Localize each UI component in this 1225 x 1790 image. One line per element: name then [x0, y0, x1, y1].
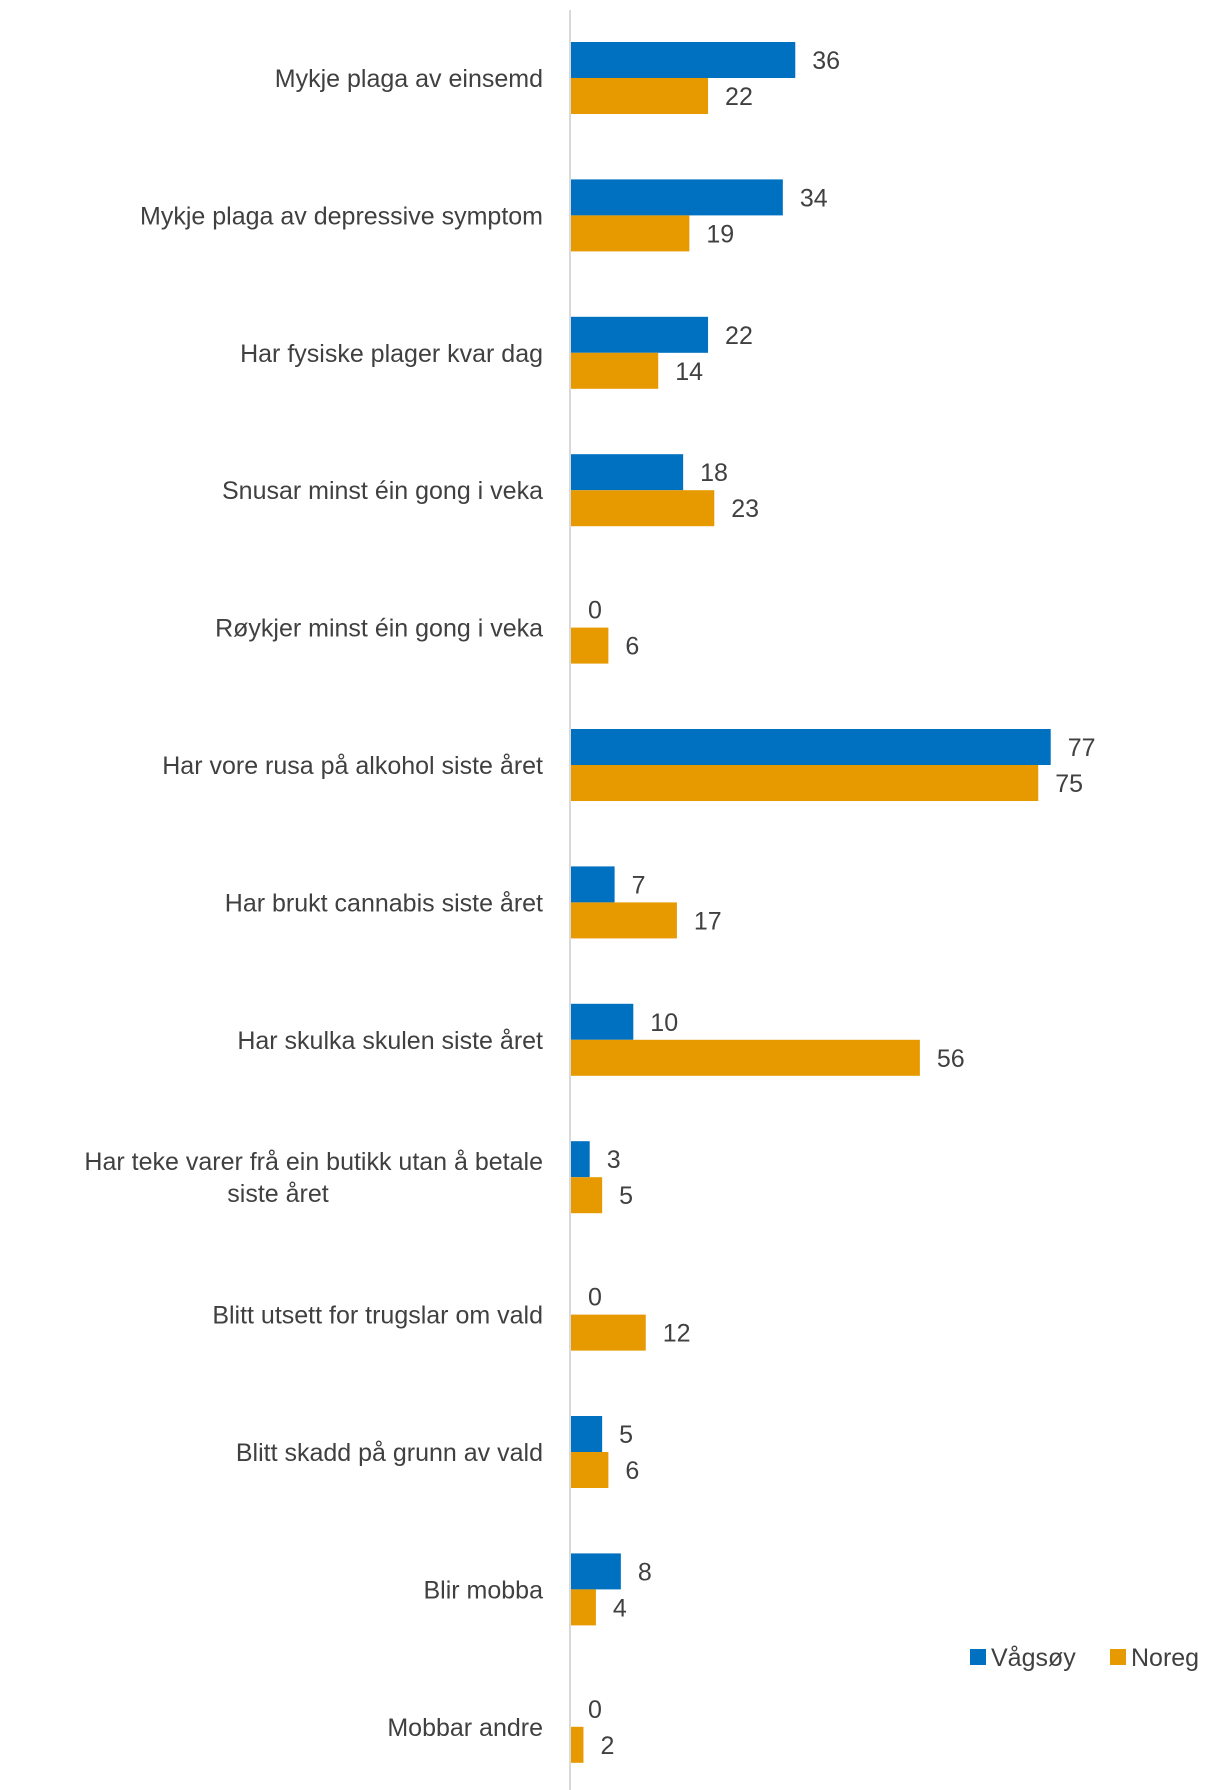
data-label: 5	[619, 1421, 633, 1449]
bar-noreg	[571, 765, 1039, 801]
category-label-line: Blitt skadd på grunn av vald	[236, 1439, 543, 1467]
bar-vagsoy	[571, 179, 783, 216]
category-label-line: Mykje plaga av einsemd	[275, 65, 543, 93]
bar-noreg	[571, 352, 659, 389]
data-label: 0	[588, 1696, 602, 1724]
legend-label: Noreg	[1131, 1644, 1199, 1672]
category-label: Mobbar andre	[387, 1714, 543, 1742]
bar-noreg	[571, 78, 709, 114]
bar-noreg	[571, 1452, 609, 1488]
data-label: 7	[632, 871, 646, 899]
data-label: 2	[600, 1732, 614, 1760]
category-label-line: Har fysiske plager kvar dag	[240, 340, 543, 368]
bar-vagsoy	[571, 42, 796, 78]
bar-noreg	[571, 215, 690, 252]
data-label: 6	[625, 1457, 639, 1485]
bar-vagsoy	[571, 1416, 603, 1452]
bar-noreg	[571, 627, 609, 664]
legend-swatch	[970, 1649, 986, 1665]
category-label: Har vore rusa på alkohol siste året	[162, 752, 543, 780]
category-label-line: Blir mobba	[424, 1576, 544, 1604]
bar-noreg	[571, 1314, 646, 1351]
bar-vagsoy	[571, 1141, 590, 1178]
bar-vagsoy	[571, 316, 709, 353]
data-label: 22	[725, 322, 753, 350]
bar-noreg	[571, 1726, 584, 1763]
category-label-line: Mobbar andre	[387, 1714, 543, 1742]
category-label-line: Har brukt cannabis siste året	[225, 889, 543, 917]
legend-label: Vågsøy	[991, 1644, 1076, 1672]
category-label: Har fysiske plager kvar dag	[240, 340, 543, 368]
data-label: 3	[607, 1146, 621, 1174]
data-label: 36	[812, 47, 840, 75]
category-label-line: Blitt utsett for trugslar om vald	[212, 1302, 543, 1330]
category-label: Mykje plaga av einsemd	[275, 65, 543, 93]
category-label: Har teke varer frå ein butikk utan å bet…	[84, 1148, 543, 1208]
bar-noreg	[571, 1589, 596, 1626]
category-label: Røykjer minst éin gong i veka	[215, 615, 543, 643]
data-label: 17	[694, 907, 722, 935]
category-label: Blitt utsett for trugslar om vald	[212, 1302, 543, 1330]
data-label: 8	[638, 1558, 652, 1586]
category-label-line: Har skulka skulen siste året	[237, 1027, 543, 1055]
bar-vagsoy	[571, 454, 684, 491]
legend-swatch	[1110, 1649, 1126, 1665]
category-label-line: siste året	[227, 1180, 328, 1208]
category-label-line: Har vore rusa på alkohol siste året	[162, 752, 543, 780]
bar-vagsoy	[571, 1553, 621, 1590]
category-label: Snusar minst éin gong i veka	[222, 477, 543, 505]
bar-vagsoy	[571, 729, 1051, 765]
category-label: Har skulka skulen siste året	[237, 1027, 543, 1055]
bar-noreg	[571, 1177, 603, 1214]
category-label-line: Røykjer minst éin gong i veka	[215, 615, 543, 643]
bar-noreg	[571, 490, 715, 527]
data-label: 77	[1068, 734, 1096, 762]
data-label: 6	[625, 633, 639, 661]
data-label: 23	[731, 495, 759, 523]
data-label: 75	[1055, 770, 1083, 798]
category-label: Har brukt cannabis siste året	[225, 889, 543, 917]
bar-noreg	[571, 902, 677, 939]
data-label: 0	[588, 1284, 602, 1312]
category-label-line: Mykje plaga av depressive symptom	[140, 202, 543, 230]
data-label: 19	[706, 220, 734, 248]
legend: Vågsøy Noreg	[970, 1644, 1199, 1672]
data-label: 18	[700, 459, 728, 487]
data-label: 5	[619, 1182, 633, 1210]
data-label: 34	[800, 184, 828, 212]
bar-vagsoy	[571, 866, 615, 903]
data-label: 10	[650, 1009, 678, 1037]
data-label: 56	[937, 1045, 965, 1073]
bar-vagsoy	[571, 1003, 634, 1040]
bars-layer	[571, 42, 1051, 1763]
category-label: Blir mobba	[424, 1576, 544, 1604]
category-labels: Mykje plaga av einsemd Mykje plaga av dep…	[84, 65, 543, 1742]
data-label: 12	[663, 1320, 691, 1348]
data-label: 0	[588, 597, 602, 625]
category-label-line: Har teke varer frå ein butikk utan å bet…	[84, 1148, 543, 1176]
category-label: Mykje plaga av depressive symptom	[140, 202, 543, 230]
data-label: 22	[725, 83, 753, 111]
data-label: 14	[675, 358, 703, 386]
category-label: Blitt skadd på grunn av vald	[236, 1439, 543, 1467]
bar-noreg	[571, 1039, 920, 1076]
category-label-line: Snusar minst éin gong i veka	[222, 477, 543, 505]
data-label: 4	[613, 1594, 627, 1622]
